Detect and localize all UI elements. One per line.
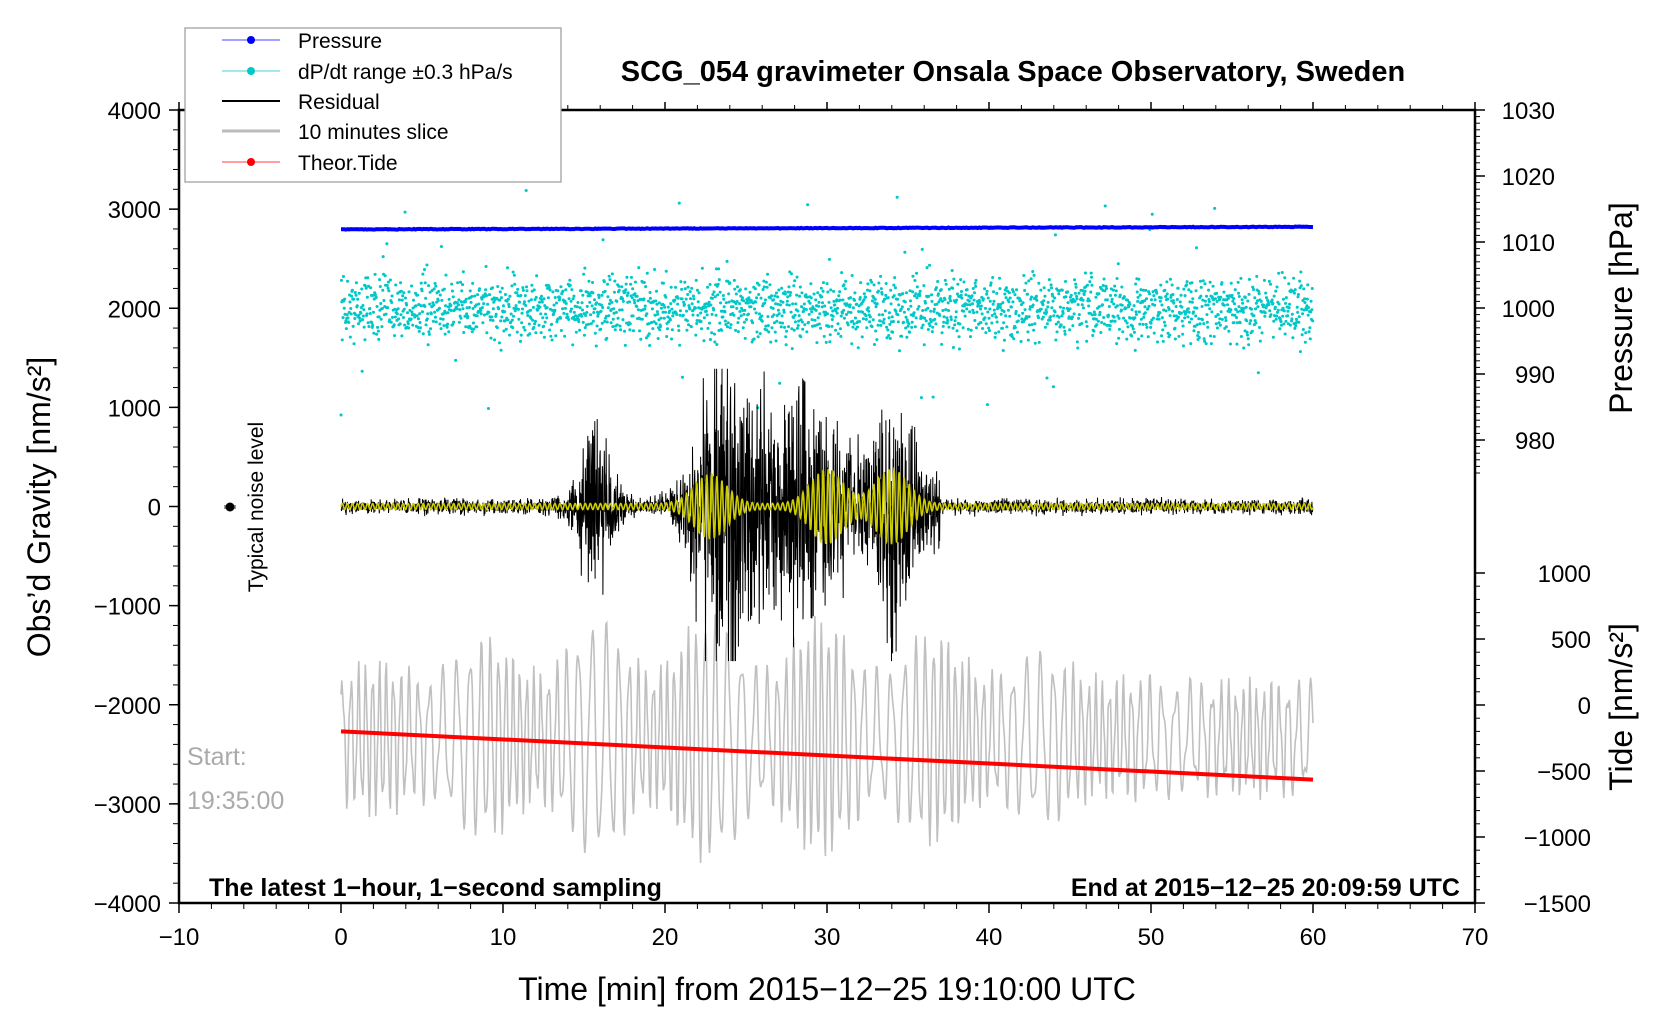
y-left-axis-label: Obs’d Gravity [nm/s²] <box>21 357 57 658</box>
y-left-tick-label: 2000 <box>108 296 161 323</box>
y-left-tick-label: −2000 <box>94 693 161 720</box>
tide-line <box>340 729 1314 782</box>
svg-text:Theor.Tide: Theor.Tide <box>298 152 398 175</box>
y-pressure-tick-label: 1000 <box>1502 296 1555 323</box>
noise-level-dot <box>225 502 235 512</box>
y-left-tick-label: −4000 <box>94 891 161 918</box>
legend-item-tide: Theor.Tide <box>222 152 398 175</box>
y-tide-tick-label: 500 <box>1551 627 1591 654</box>
svg-text:Pressure: Pressure <box>298 30 382 53</box>
svg-text:dP/dt range ±0.3 hPa/s: dP/dt range ±0.3 hPa/s <box>298 61 513 84</box>
legend-item-slice: 10 minutes slice <box>222 121 449 144</box>
plot-marks <box>339 189 1315 864</box>
axis-ticks: −10 0 10 20 30 40 50 60 7040003000200010000−1000… <box>94 98 1591 951</box>
plot-frame <box>177 108 1477 905</box>
dpdt-dots <box>339 189 1315 417</box>
x-tick-label: 30 <box>814 924 841 951</box>
y-tide-axis-label: Tide [nm/s²] <box>1603 623 1639 791</box>
y-tide-tick-label: −1500 <box>1524 891 1591 918</box>
y-left-tick-label: −1000 <box>94 594 161 621</box>
x-tick-label: 60 <box>1300 924 1327 951</box>
svg-text:Residual: Residual <box>298 91 380 114</box>
x-tick-label: −10 <box>159 924 200 951</box>
y-pressure-tick-label: 990 <box>1515 362 1555 389</box>
sampling-note: The latest 1−hour, 1−second sampling <box>209 874 662 902</box>
x-tick-label: 70 <box>1462 924 1489 951</box>
x-axis-label: Time [min] from 2015−12−25 19:10:00 UTC <box>518 971 1136 1007</box>
y-tide-tick-label: −1000 <box>1524 825 1591 852</box>
pressure-line <box>341 224 1314 232</box>
legend-item-pressure: Pressure <box>222 30 382 53</box>
y-left-tick-label: 0 <box>148 495 161 522</box>
y-tide-tick-label: −500 <box>1537 759 1591 786</box>
svg-text:10 minutes slice: 10 minutes slice <box>298 121 449 144</box>
y-tide-tick-label: 1000 <box>1538 561 1591 588</box>
noise-label: Typical noise level <box>245 422 268 592</box>
start-label: Start: <box>187 743 247 771</box>
end-time-note: End at 2015−12−25 20:09:59 UTC <box>1071 874 1460 902</box>
legend-item-dpdt: dP/dt range ±0.3 hPa/s <box>222 61 513 84</box>
y-pressure-tick-label: 980 <box>1515 428 1555 455</box>
x-tick-label: 10 <box>490 924 517 951</box>
start-time: 19:35:00 <box>187 787 284 815</box>
y-pressure-tick-label: 1030 <box>1502 98 1555 125</box>
chart-title: SCG_054 gravimeter Onsala Space Observat… <box>621 56 1405 88</box>
slice-line <box>340 614 1314 864</box>
y-tide-tick-label: 0 <box>1578 693 1591 720</box>
noise-indicator: Typical noise level <box>224 422 268 592</box>
x-tick-label: 0 <box>334 924 347 951</box>
x-tick-label: 50 <box>1138 924 1165 951</box>
y-left-tick-label: 1000 <box>108 395 161 422</box>
x-tick-label: 20 <box>652 924 679 951</box>
y-left-tick-label: 4000 <box>108 98 161 125</box>
y-pressure-tick-label: 1010 <box>1502 230 1555 257</box>
x-tick-label: 40 <box>976 924 1003 951</box>
y-pressure-axis-label: Pressure [hPa] <box>1603 202 1639 414</box>
filtered-residual-line <box>340 466 1314 545</box>
y-left-tick-label: −3000 <box>94 792 161 819</box>
legend-item-residual: Residual <box>222 91 380 114</box>
y-left-tick-label: 3000 <box>108 197 161 224</box>
y-pressure-tick-label: 1020 <box>1502 164 1555 191</box>
legend: Pressure dP/dt range ±0.3 hPa/s Residual… <box>184 27 562 183</box>
